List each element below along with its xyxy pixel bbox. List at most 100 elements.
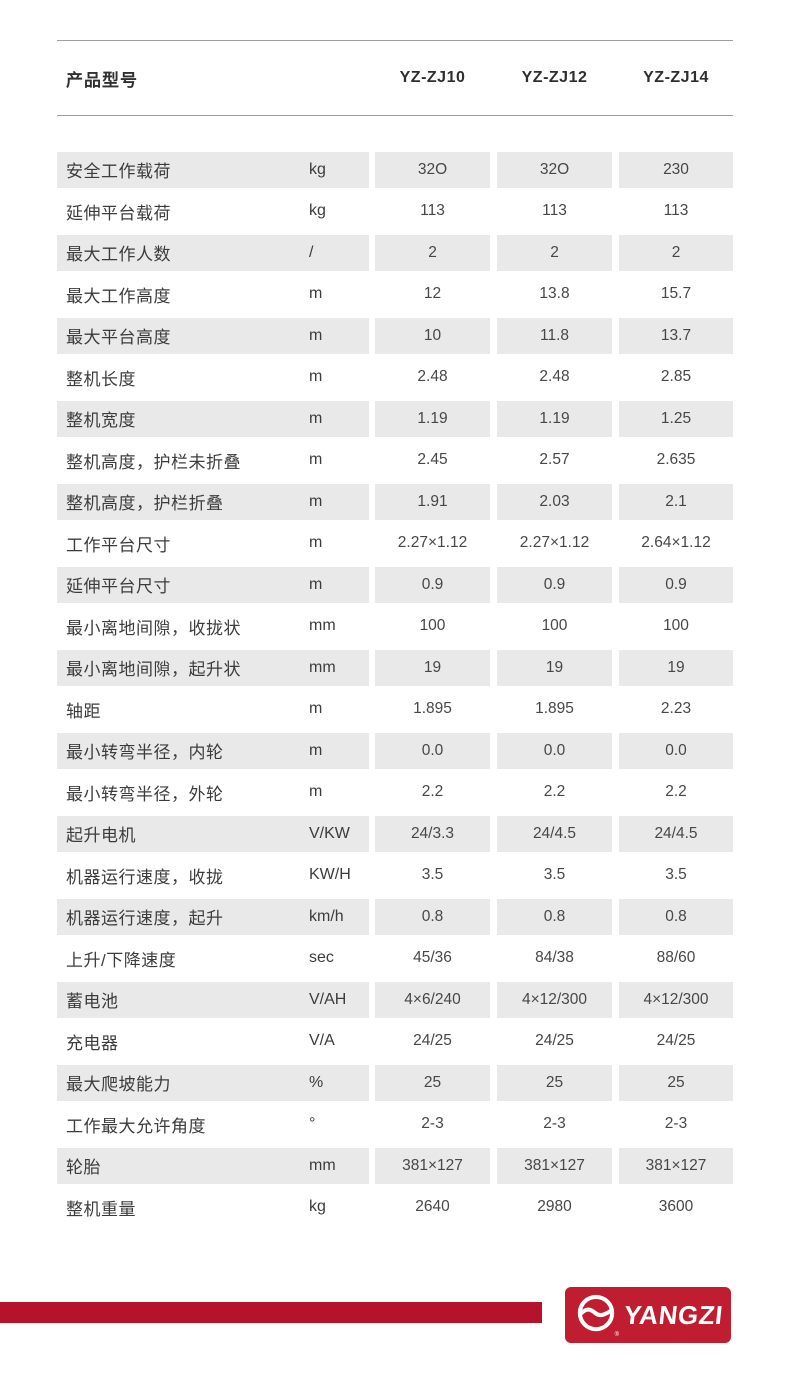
row-label: 整机重量 (66, 1199, 136, 1219)
table-row: 工作平台尺寸 m 2.27×1.12 2.27×1.12 2.64×1.12 (57, 523, 733, 565)
row-value-1: 113 (420, 202, 445, 220)
row-left-block: 上升/下降速度 sec (57, 940, 369, 976)
table-row: 轴距 m 1.895 1.895 2.23 (57, 689, 733, 731)
table-header: 产品型号 YZ-ZJ10 YZ-ZJ12 YZ-ZJ14 (57, 41, 733, 115)
row-unit: m (309, 285, 323, 303)
row-left-block: 最大平台高度 m (57, 317, 369, 354)
table-row: 最大爬坡能力 % 25 25 25 (57, 1062, 733, 1104)
row-value-1: 2.2 (421, 783, 444, 801)
row-value-3: 0.0 (619, 732, 733, 769)
row-value-2: 32O (497, 151, 612, 188)
row-left-block: 整机重量 kg (57, 1189, 369, 1225)
row-label: 机器运行速度，收拢 (66, 867, 224, 887)
row-unit: kg (309, 1198, 326, 1216)
table-row: 整机高度，护栏折叠 m 1.91 2.03 2.1 (57, 481, 733, 523)
row-left-block: 整机高度，护栏未折叠 m (57, 442, 369, 478)
row-value-2: 100 (541, 617, 568, 635)
row-value-2: 113 (542, 202, 567, 220)
row-left-block: 最大工作人数 / (57, 234, 369, 271)
row-value-2: 0.8 (497, 898, 612, 935)
row-value-2: 11.8 (497, 317, 612, 354)
table-row: 整机宽度 m 1.19 1.19 1.25 (57, 398, 733, 440)
row-value-2: 24/4.5 (497, 815, 612, 852)
row-left-block: 蓄电池 V/AH (57, 981, 369, 1018)
row-unit: KW/H (309, 866, 351, 884)
row-value-2: 84/38 (535, 949, 574, 967)
spec-table: 安全工作载荷 kg 32O 32O 230 延伸平台载荷 kg 113 113 … (57, 149, 733, 1228)
registered-mark: ® (614, 1331, 619, 1338)
row-label: 最小离地间隙，收拢状 (66, 618, 241, 638)
row-value-1: 1.895 (413, 700, 452, 718)
table-row: 整机重量 kg 2640 2980 3600 (57, 1187, 733, 1229)
row-label: 轴距 (66, 701, 101, 721)
row-value-1: 0.8 (375, 898, 490, 935)
row-value-1: 32O (375, 151, 490, 188)
row-left-block: 充电器 V/A (57, 1023, 369, 1059)
row-left-block: 延伸平台尺寸 m (57, 566, 369, 603)
row-unit: sec (309, 949, 334, 967)
row-value-2: 0.0 (497, 732, 612, 769)
table-row: 上升/下降速度 sec 45/36 84/38 88/60 (57, 938, 733, 980)
row-value-3: 2.1 (619, 483, 733, 520)
table-row: 工作最大允许角度 ° 2-3 2-3 2-3 (57, 1104, 733, 1146)
table-row: 整机高度，护栏未折叠 m 2.45 2.57 2.635 (57, 440, 733, 482)
row-left-block: 机器运行速度，起升 km/h (57, 898, 369, 935)
row-value-3: 1.25 (619, 400, 733, 437)
row-label: 安全工作载荷 (66, 162, 171, 182)
yangzi-logo: ® YANGZI (565, 1287, 731, 1343)
row-value-3: 13.7 (619, 317, 733, 354)
row-value-3: 2.635 (656, 451, 696, 469)
row-value-2: 2.57 (539, 451, 570, 469)
row-unit: V/A (309, 1032, 335, 1050)
row-label: 机器运行速度，起升 (66, 909, 224, 929)
row-value-2: 2.27×1.12 (519, 534, 590, 552)
row-label: 蓄电池 (66, 992, 119, 1012)
row-unit: kg (309, 202, 326, 220)
row-value-2: 2.2 (543, 783, 566, 801)
row-value-2: 2-3 (543, 1115, 566, 1133)
top-divider (57, 40, 733, 41)
row-value-2: 4×12/300 (497, 981, 612, 1018)
row-unit: m (309, 575, 323, 593)
row-value-3: 2.23 (660, 700, 692, 718)
row-label: 整机宽度 (66, 411, 136, 431)
row-value-2: 13.8 (539, 285, 570, 303)
row-left-block: 最大工作高度 m (57, 276, 369, 312)
row-unit: kg (309, 160, 326, 178)
row-unit: m (309, 534, 323, 552)
row-unit: mm (309, 658, 336, 676)
row-value-1: 0.9 (375, 566, 490, 603)
row-left-block: 最小离地间隙，起升状 mm (57, 649, 369, 686)
row-value-1: 2.27×1.12 (397, 534, 468, 552)
table-row: 最大平台高度 m 10 11.8 13.7 (57, 315, 733, 357)
row-unit: m (309, 451, 323, 469)
row-value-2: 2.03 (497, 483, 612, 520)
row-left-block: 工作最大允许角度 ° (57, 1106, 369, 1142)
table-row: 最小离地间隙，收拢状 mm 100 100 100 (57, 606, 733, 648)
row-value-1: 19 (375, 649, 490, 686)
table-row: 最小离地间隙，起升状 mm 19 19 19 (57, 647, 733, 689)
row-label: 充电器 (66, 1033, 119, 1053)
row-label: 整机高度，护栏未折叠 (66, 452, 241, 472)
row-value-2: 1.895 (535, 700, 574, 718)
row-value-1: 12 (423, 285, 442, 303)
row-label: 最小离地间隙，起升状 (66, 660, 241, 680)
footer-red-bar (0, 1302, 542, 1323)
row-unit: m (309, 368, 323, 386)
row-value-3: 100 (663, 617, 689, 635)
row-value-3: 0.9 (619, 566, 733, 603)
row-value-1: 2 (375, 234, 490, 271)
row-unit: / (309, 243, 314, 261)
row-value-2: 3.5 (543, 866, 566, 884)
row-label: 工作最大允许角度 (66, 1116, 206, 1136)
row-unit: km/h (309, 907, 344, 925)
row-unit: m (309, 326, 323, 344)
table-row: 延伸平台尺寸 m 0.9 0.9 0.9 (57, 564, 733, 606)
row-left-block: 轴距 m (57, 691, 369, 727)
row-left-block: 整机长度 m (57, 359, 369, 395)
table-row: 最大工作人数 / 2 2 2 (57, 232, 733, 274)
row-left-block: 最小转弯半径，外轮 m (57, 774, 369, 810)
row-label: 最大平台高度 (66, 328, 171, 348)
row-label: 轮胎 (66, 1158, 101, 1178)
row-left-block: 整机宽度 m (57, 400, 369, 437)
